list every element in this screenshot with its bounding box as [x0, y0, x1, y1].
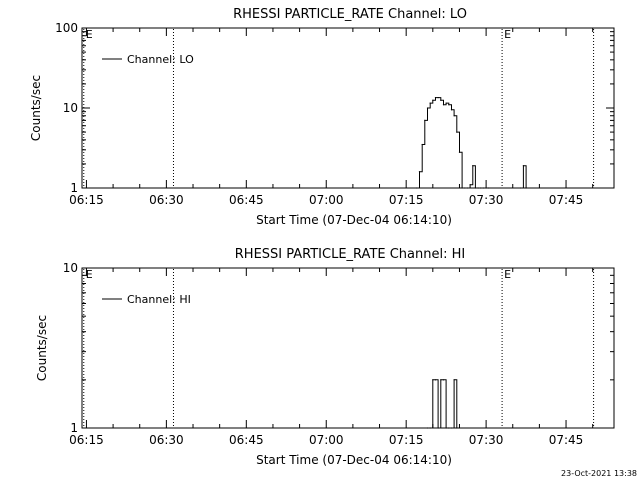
data-point	[448, 104, 450, 106]
data-point	[426, 427, 429, 429]
x-tick-label: 06:30	[149, 193, 184, 207]
x-tick-label: 07:00	[309, 193, 344, 207]
data-point	[477, 187, 479, 189]
x-tick-label: 07:30	[469, 433, 504, 447]
data-point	[450, 427, 453, 429]
data-point	[469, 184, 471, 186]
data-point	[437, 96, 439, 99]
data-point	[453, 115, 455, 117]
data-point	[442, 379, 445, 381]
data-point	[448, 427, 450, 429]
x-tick-label: 07:15	[389, 193, 424, 207]
data-point	[418, 171, 421, 173]
data-point	[424, 119, 426, 121]
y-axis-label: Counts/sec	[35, 315, 49, 381]
event-marker-label: E	[86, 268, 93, 281]
event-marker-label: E	[504, 268, 511, 281]
chart-title: RHESSI PARTICLE_RATE Channel: HI	[235, 247, 465, 262]
data-point	[434, 379, 437, 381]
data-point	[421, 143, 423, 146]
data-point	[440, 99, 442, 101]
data-point	[482, 187, 485, 189]
event-marker-label: E	[86, 28, 93, 41]
x-tick-label: 06:45	[229, 433, 264, 447]
data-point	[488, 187, 490, 189]
y-tick-label: 1	[70, 421, 78, 435]
x-tick-label: 07:15	[389, 433, 424, 447]
x-tick-label: 06:30	[149, 433, 184, 447]
data-point	[445, 427, 447, 429]
data-point	[480, 187, 482, 189]
y-tick-label: 10	[63, 261, 78, 275]
y-tick-label: 10	[63, 101, 78, 115]
series-line	[416, 97, 529, 189]
plot-frame	[81, 267, 615, 429]
x-tick-label: 07:30	[469, 193, 504, 207]
data-point	[437, 427, 439, 429]
y-axis-label: Counts/sec	[29, 75, 43, 141]
x-tick-label: 06:15	[69, 433, 104, 447]
data-point	[525, 187, 527, 189]
data-point	[472, 165, 474, 167]
data-point	[520, 187, 522, 189]
data-point	[464, 187, 466, 189]
data-point	[458, 151, 461, 153]
lo-channel-panel: RHESSI PARTICLE_RATE Channel: LO 06:15 06:…	[29, 7, 615, 227]
data-point	[450, 109, 453, 111]
x-axis-label: Start Time (07-Dec-04 06:14:10)	[256, 213, 452, 227]
data-point	[453, 379, 455, 381]
data-point	[429, 102, 431, 104]
data-point	[456, 427, 458, 429]
y-tick-label: 1	[70, 181, 78, 195]
data-point	[445, 102, 447, 104]
x-tick-label: 06:15	[69, 193, 104, 207]
data-point	[426, 107, 429, 109]
data-point	[461, 187, 463, 189]
data-point	[432, 99, 434, 101]
data-point	[440, 379, 442, 381]
data-point	[434, 96, 437, 99]
legend-hi: Channel: HI	[102, 293, 191, 306]
legend-label: Channel: LO	[127, 53, 194, 66]
data-point	[474, 187, 477, 189]
x-tick-label: 07:45	[549, 433, 584, 447]
data-point	[522, 165, 525, 167]
x-tick-label: 07:45	[549, 193, 584, 207]
data-point	[442, 104, 445, 106]
event-marker-label: E	[504, 28, 511, 41]
x-axis-label: Start Time (07-Dec-04 06:14:10)	[256, 453, 452, 467]
data-point	[432, 379, 434, 381]
x-tick-label: 07:00	[309, 433, 344, 447]
data-point	[429, 427, 431, 429]
chart-title: RHESSI PARTICLE_RATE Channel: LO	[233, 7, 467, 22]
data-point	[466, 187, 469, 189]
legend-label: Channel: HI	[127, 293, 191, 306]
data-point	[456, 131, 458, 133]
data-point	[485, 187, 487, 189]
y-tick-label: 100	[55, 21, 78, 35]
data-point	[416, 187, 418, 189]
legend-lo: Channel: LO	[102, 53, 194, 66]
x-tick-label: 06:45	[229, 193, 264, 207]
hi-channel-panel: RHESSI PARTICLE_RATE Channel: HI 06:15 06:…	[35, 247, 615, 467]
footer-timestamp: 23-Oct-2021 13:38	[561, 469, 637, 478]
